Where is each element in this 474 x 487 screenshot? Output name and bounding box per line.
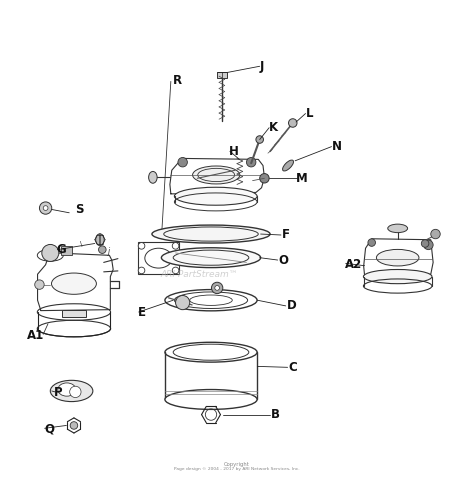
Ellipse shape xyxy=(165,290,257,311)
Ellipse shape xyxy=(283,160,293,171)
Text: K: K xyxy=(269,121,278,134)
Circle shape xyxy=(215,285,219,290)
Circle shape xyxy=(99,246,106,253)
Text: O: O xyxy=(279,254,289,266)
Ellipse shape xyxy=(96,234,104,245)
Text: G: G xyxy=(56,243,66,256)
Circle shape xyxy=(39,202,52,214)
Circle shape xyxy=(256,136,264,143)
Text: D: D xyxy=(287,300,296,312)
Circle shape xyxy=(260,173,269,183)
Ellipse shape xyxy=(173,250,249,265)
Circle shape xyxy=(138,267,145,274)
Text: \: \ xyxy=(80,242,82,247)
Circle shape xyxy=(424,240,433,250)
Ellipse shape xyxy=(364,269,432,283)
Ellipse shape xyxy=(164,227,258,241)
Circle shape xyxy=(421,240,429,247)
Ellipse shape xyxy=(174,187,257,205)
Text: R: R xyxy=(173,74,182,87)
Ellipse shape xyxy=(174,292,247,308)
Text: P: P xyxy=(54,386,63,399)
Ellipse shape xyxy=(149,171,157,183)
Ellipse shape xyxy=(161,248,261,267)
Text: ARI PartStream™: ARI PartStream™ xyxy=(160,270,238,279)
Text: Page design © 2004 - 2017 by ARI Network Services, Inc.: Page design © 2004 - 2017 by ARI Network… xyxy=(174,468,300,471)
Circle shape xyxy=(289,119,297,127)
Text: Q: Q xyxy=(44,422,54,435)
Ellipse shape xyxy=(192,166,240,184)
Text: A2: A2 xyxy=(345,258,362,271)
Circle shape xyxy=(172,243,179,249)
Ellipse shape xyxy=(173,344,249,360)
Ellipse shape xyxy=(165,390,257,410)
Circle shape xyxy=(42,244,59,262)
Circle shape xyxy=(43,206,48,210)
Ellipse shape xyxy=(376,249,419,266)
Circle shape xyxy=(70,386,81,397)
Text: N: N xyxy=(331,140,342,153)
Ellipse shape xyxy=(198,169,235,182)
Ellipse shape xyxy=(165,342,257,362)
Text: C: C xyxy=(288,361,297,374)
Ellipse shape xyxy=(190,295,232,305)
Text: M: M xyxy=(296,172,308,185)
Circle shape xyxy=(172,267,179,274)
Text: j: j xyxy=(108,246,109,256)
Circle shape xyxy=(211,282,223,294)
Ellipse shape xyxy=(152,225,270,243)
Circle shape xyxy=(175,296,190,310)
Bar xyxy=(62,310,86,317)
Ellipse shape xyxy=(50,380,93,402)
Circle shape xyxy=(138,243,145,249)
Circle shape xyxy=(368,239,375,246)
Bar xyxy=(217,73,227,78)
Text: B: B xyxy=(271,408,280,421)
Ellipse shape xyxy=(52,273,96,294)
Text: Copyright: Copyright xyxy=(224,462,250,467)
Ellipse shape xyxy=(58,383,76,396)
Text: A1: A1 xyxy=(27,329,44,342)
Circle shape xyxy=(178,157,187,167)
Text: L: L xyxy=(306,107,313,120)
Circle shape xyxy=(246,157,256,167)
Text: E: E xyxy=(138,305,146,318)
Text: J: J xyxy=(260,60,264,73)
Circle shape xyxy=(431,229,440,239)
Bar xyxy=(138,242,179,274)
Text: F: F xyxy=(282,228,290,242)
Ellipse shape xyxy=(388,224,408,233)
Circle shape xyxy=(70,422,78,429)
Circle shape xyxy=(35,280,44,289)
Text: H: H xyxy=(229,145,239,158)
Bar xyxy=(61,246,72,255)
Text: S: S xyxy=(75,203,84,216)
